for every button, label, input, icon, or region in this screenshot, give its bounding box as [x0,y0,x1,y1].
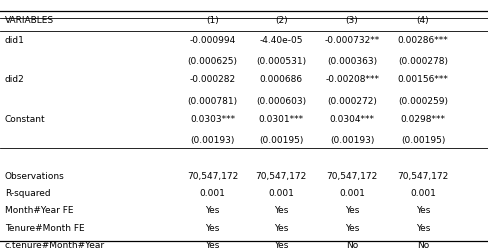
Text: (0.00193): (0.00193) [329,136,373,145]
Text: Yes: Yes [344,206,359,215]
Text: (0.000259): (0.000259) [397,97,447,106]
Text: No: No [345,241,358,250]
Text: -4.40e-05: -4.40e-05 [259,36,302,45]
Text: 0.0301***: 0.0301*** [258,115,303,124]
Text: VARIABLES: VARIABLES [5,16,54,25]
Text: Yes: Yes [205,241,220,250]
Text: did2: did2 [5,75,24,84]
Text: (0.000781): (0.000781) [187,97,237,106]
Text: Yes: Yes [205,206,220,215]
Text: 0.000686: 0.000686 [259,75,302,84]
Text: R-squared: R-squared [5,189,50,198]
Text: (0.000603): (0.000603) [256,97,305,106]
Text: -0.000282: -0.000282 [189,75,235,84]
Text: (1): (1) [206,16,219,25]
Text: 70,547,172: 70,547,172 [326,172,377,181]
Text: 0.001: 0.001 [268,189,293,198]
Text: 0.001: 0.001 [409,189,435,198]
Text: (0.00195): (0.00195) [400,136,444,145]
Text: (0.00195): (0.00195) [259,136,303,145]
Text: (0.000363): (0.000363) [326,57,376,66]
Text: 0.0298***: 0.0298*** [400,115,445,124]
Text: (0.000272): (0.000272) [326,97,376,106]
Text: 0.00286***: 0.00286*** [397,36,447,45]
Text: 0.001: 0.001 [200,189,225,198]
Text: (3): (3) [345,16,358,25]
Text: 0.0304***: 0.0304*** [329,115,374,124]
Text: Yes: Yes [273,206,288,215]
Text: No: No [416,241,428,250]
Text: (0.000625): (0.000625) [187,57,237,66]
Text: Yes: Yes [344,224,359,233]
Text: c.tenure#Month#Year: c.tenure#Month#Year [5,241,105,250]
Text: -0.000994: -0.000994 [189,36,235,45]
Text: Tenure#Month FE: Tenure#Month FE [5,224,84,233]
Text: 70,547,172: 70,547,172 [397,172,447,181]
Text: 0.001: 0.001 [339,189,364,198]
Text: 70,547,172: 70,547,172 [255,172,306,181]
Text: Month#Year FE: Month#Year FE [5,206,73,215]
Text: Yes: Yes [205,224,220,233]
Text: Yes: Yes [415,224,429,233]
Text: (0.000531): (0.000531) [256,57,305,66]
Text: 0.0303***: 0.0303*** [190,115,235,124]
Text: Yes: Yes [415,206,429,215]
Text: (4): (4) [416,16,428,25]
Text: 70,547,172: 70,547,172 [187,172,238,181]
Text: did1: did1 [5,36,25,45]
Text: (0.000278): (0.000278) [397,57,447,66]
Text: Constant: Constant [5,115,45,124]
Text: (2): (2) [274,16,287,25]
Text: Observations: Observations [5,172,64,181]
Text: Yes: Yes [273,241,288,250]
Text: (0.00193): (0.00193) [190,136,234,145]
Text: Yes: Yes [273,224,288,233]
Text: 0.00156***: 0.00156*** [397,75,447,84]
Text: -0.00208***: -0.00208*** [325,75,378,84]
Text: -0.000732**: -0.000732** [324,36,379,45]
